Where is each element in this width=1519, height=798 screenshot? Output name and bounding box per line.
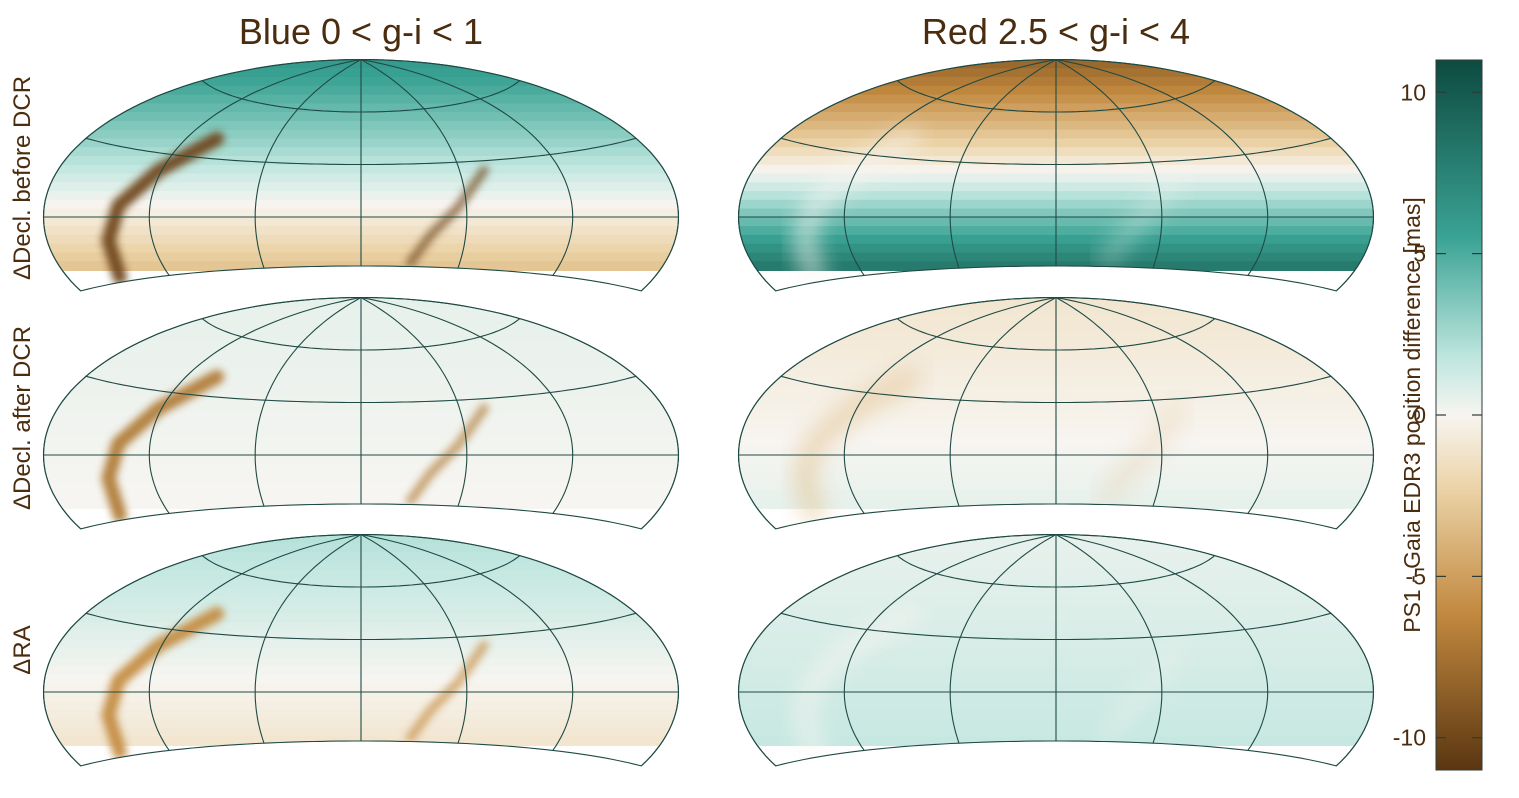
row-label-decl-before: ΔDecl. before DCR [9,76,36,280]
parallel [780,612,1332,641]
meridian [254,59,362,269]
map-outline [42,533,680,767]
galactic-plane-streak [101,131,225,285]
map-outline [737,533,1375,767]
meridian [843,533,1057,751]
colorbar: 10 5 0 -5 -10 PS1 - Gaia EDR3 position diffe… [1393,59,1483,771]
parallel [201,80,521,113]
map-panel [737,296,1375,530]
parallel [896,80,1216,113]
meridian [148,533,362,751]
meridian [1055,297,1163,507]
galactic-plane-streak [1100,165,1184,268]
meridian [949,59,1057,269]
meridian [148,58,362,276]
meridian [360,296,574,514]
meridian [1055,58,1269,276]
colorbar-tick-label: 0 [1413,402,1426,428]
meridian [360,534,468,744]
colorbar-tick-label: 10 [1400,79,1426,105]
map-outline [737,296,1375,530]
parallel [896,318,1216,351]
parallel [201,555,521,588]
galactic-plane-streak [405,403,489,506]
galactic-plane-streak [796,369,920,523]
meridian [949,297,1057,507]
parallel [201,318,521,351]
meridian [1055,59,1163,269]
map-panel [42,533,680,767]
colorbar-ticks: 10 5 0 -5 -10 [1393,79,1482,751]
map-panels [42,58,1375,767]
row-label-decl-after: ΔDecl. after DCR [9,326,36,510]
meridian [360,59,468,269]
meridian [360,58,574,276]
colorbar-tick-label: -5 [1406,563,1426,589]
meridian [949,534,1057,744]
column-title-red: Red 2.5 < g-i < 4 [922,11,1190,52]
meridian [1055,534,1163,744]
map-outline [42,58,680,292]
meridian [843,58,1057,276]
row-label-ra: ΔRA [9,625,36,674]
map-panel [737,58,1375,292]
parallel [85,375,637,404]
colorbar-tick-label: -10 [1393,725,1426,751]
meridian [1055,533,1269,751]
galactic-plane-streak [101,369,225,523]
map-outline [737,58,1375,292]
map-panel [42,296,680,530]
parallel [780,137,1332,166]
galactic-plane-streak [101,606,225,760]
colorbar-tick-label: 5 [1413,241,1426,267]
parallel [896,555,1216,588]
galactic-plane-streak [796,606,920,760]
galactic-plane-streak [1100,403,1184,506]
meridian [254,534,362,744]
galactic-plane-streak [405,640,489,743]
meridian [148,296,362,514]
map-outline [42,296,680,530]
map-panel [42,58,680,292]
colorbar-label: PS1 - Gaia EDR3 position difference [mas… [1399,197,1425,633]
meridian [1055,296,1269,514]
meridian [843,296,1057,514]
column-title-blue: Blue 0 < g-i < 1 [239,11,483,52]
parallel [780,375,1332,404]
map-panel [737,533,1375,767]
parallel [85,612,637,641]
meridian [360,533,574,751]
galactic-plane-streak [405,165,489,268]
galactic-plane-streak [796,131,920,285]
galactic-plane-streak [1100,640,1184,743]
meridian [254,297,362,507]
meridian [360,297,468,507]
parallel [85,137,637,166]
